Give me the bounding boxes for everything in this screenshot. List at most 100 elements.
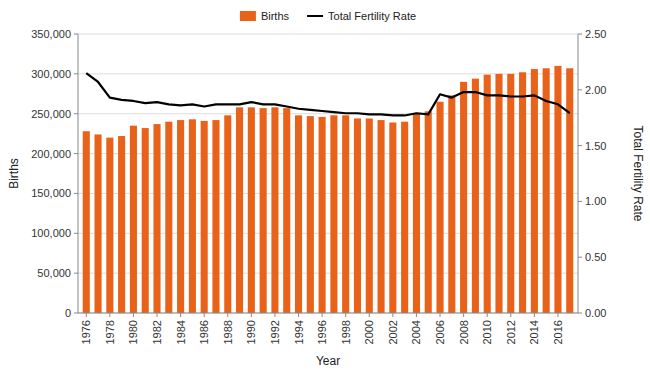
y2-tick [578, 257, 582, 258]
x-tick [392, 313, 393, 317]
bar [319, 117, 326, 313]
bar [484, 75, 491, 313]
axes: 1976197819801982198419861988199019921994… [31, 28, 606, 344]
bar [495, 74, 502, 313]
bar [401, 122, 408, 313]
y-tick-label: 250,000 [31, 108, 71, 120]
bar [378, 120, 385, 313]
y-tick [74, 113, 78, 114]
grid-line [78, 233, 578, 234]
y-tick [74, 153, 78, 154]
bar [236, 107, 243, 313]
y2-tick [578, 313, 582, 314]
x-tick [251, 313, 252, 317]
x-tick-label: 2002 [387, 320, 399, 344]
x-tick-label: 1992 [269, 320, 281, 344]
x-tick [510, 313, 511, 317]
bar [95, 134, 102, 313]
x-tick-label: 2016 [552, 320, 564, 344]
x-tick [298, 313, 299, 317]
bar [507, 74, 514, 313]
grid-line [78, 73, 578, 74]
y2-axis-title: Total Fertility Rate [631, 125, 645, 221]
y-tick-label: 300,000 [31, 68, 71, 80]
x-tick-label: 2000 [363, 320, 375, 344]
legend: Births Total Fertility Rate [240, 10, 416, 22]
y2-axis-line [578, 34, 579, 313]
x-tick [557, 313, 558, 317]
bar [118, 136, 125, 313]
x-tick [109, 313, 110, 317]
x-tick-label: 1982 [151, 320, 163, 344]
y-tick-label: 150,000 [31, 187, 71, 199]
bar [543, 68, 550, 313]
bar [130, 126, 137, 313]
x-tick [204, 313, 205, 317]
x-tick-label: 2012 [505, 320, 517, 344]
x-tick-label: 1978 [104, 320, 116, 344]
bar [248, 107, 255, 313]
bar [106, 138, 113, 313]
x-tick-label: 1984 [175, 320, 187, 344]
bar [224, 115, 231, 313]
bar [342, 115, 349, 313]
bar [460, 82, 467, 313]
x-tick-label: 1988 [222, 320, 234, 344]
legend-item: Total Fertility Rate [307, 10, 416, 22]
y-tick [74, 73, 78, 74]
bar [307, 116, 314, 313]
line [86, 73, 570, 115]
y2-tick-label: 1.50 [585, 140, 606, 152]
bar [142, 128, 149, 313]
x-tick-label: 2006 [434, 320, 446, 344]
y-tick [74, 34, 78, 35]
x-tick [416, 313, 417, 317]
x-tick-label: 2004 [410, 320, 422, 344]
x-tick-label: 1986 [198, 320, 210, 344]
y-tick [74, 313, 78, 314]
bar [366, 118, 373, 313]
bar [472, 79, 479, 313]
y-tick-label: 350,000 [31, 28, 71, 40]
bar [271, 107, 278, 313]
bar [177, 120, 184, 313]
chart: 1976197819801982198419861988199019921994… [0, 0, 650, 371]
y-tick-label: 100,000 [31, 227, 71, 239]
y-tick-label: 200,000 [31, 148, 71, 160]
bar [425, 111, 432, 313]
y2-tick-label: 1.00 [585, 195, 606, 207]
x-tick [274, 313, 275, 317]
x-tick-label: 1990 [245, 320, 257, 344]
y-axis-line [78, 34, 79, 313]
bar [295, 115, 302, 313]
x-tick-label: 1980 [127, 320, 139, 344]
x-tick-label: 1998 [340, 320, 352, 344]
y2-tick-label: 2.50 [585, 28, 606, 40]
legend-item: Births [240, 10, 290, 22]
x-tick [322, 313, 323, 317]
y2-tick-label: 0.50 [585, 251, 606, 263]
y-tick [74, 193, 78, 194]
bar-series [83, 66, 574, 313]
grid [78, 34, 578, 313]
bar [519, 72, 526, 313]
grid-line [78, 193, 578, 194]
x-tick-label: 1996 [316, 320, 328, 344]
bar [389, 122, 396, 313]
x-tick [227, 313, 228, 317]
bar [566, 68, 573, 313]
background [0, 0, 650, 371]
x-tick [487, 313, 488, 317]
x-tick [133, 313, 134, 317]
x-axis-line [78, 313, 578, 314]
bar [448, 95, 455, 313]
bar [354, 118, 361, 313]
x-tick [440, 313, 441, 317]
bar [212, 120, 219, 313]
bar [260, 108, 267, 313]
x-tick [369, 313, 370, 317]
legend-label: Births [261, 10, 290, 22]
grid-line [78, 113, 578, 114]
grid-line [78, 273, 578, 274]
x-tick [345, 313, 346, 317]
